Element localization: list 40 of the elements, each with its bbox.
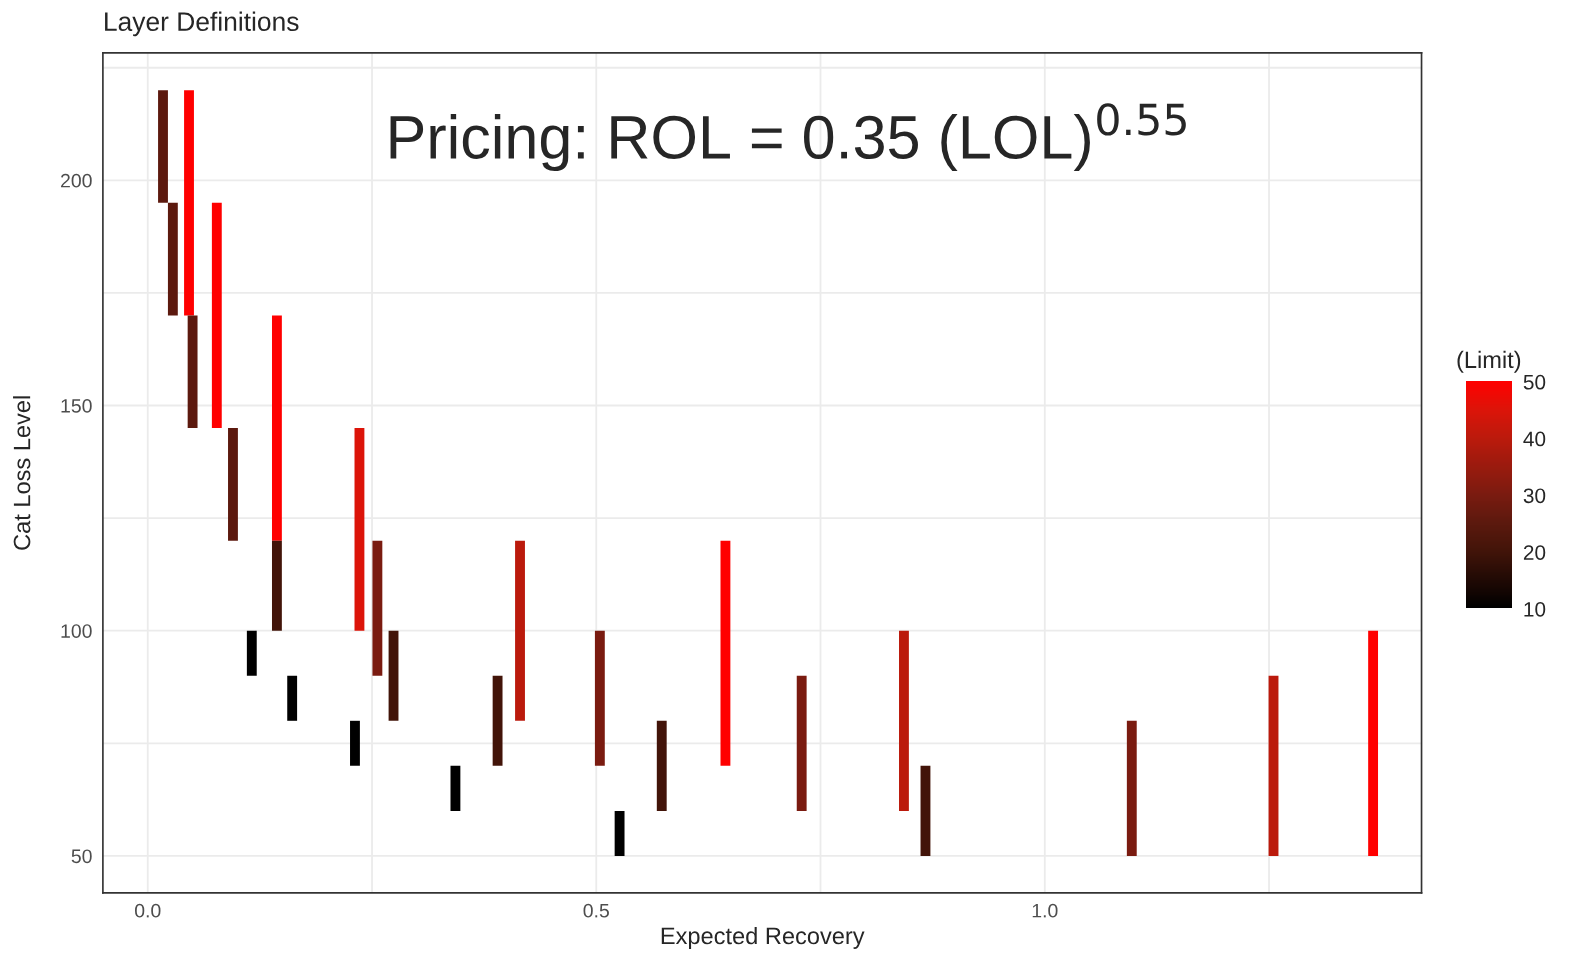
- bar: [211, 202, 222, 429]
- bar: [899, 630, 909, 811]
- bar: [184, 90, 194, 316]
- bar: [271, 315, 282, 541]
- bar: [614, 810, 625, 856]
- y-tick-label: 200: [61, 173, 92, 188]
- bar: [1268, 675, 1279, 856]
- y-tick-label: 50: [71, 849, 92, 864]
- color-bar-label: 40: [1523, 431, 1546, 447]
- bar: [187, 315, 198, 429]
- y-tick-label: 100: [61, 624, 92, 638]
- bar: [271, 540, 282, 631]
- bar: [594, 630, 605, 766]
- y-tick-label: 150: [61, 398, 92, 413]
- bar: [1368, 630, 1379, 856]
- bar: [167, 202, 178, 316]
- color-bar-label: 20: [1523, 545, 1546, 560]
- annotation: Pricing: ROL = 0.35 (LOL)$^{0.55}$: [390, 103, 1186, 172]
- bar: [515, 540, 525, 721]
- bar: [354, 428, 365, 631]
- color-bar-label: 10: [1524, 601, 1546, 617]
- bar: [372, 540, 383, 676]
- bar: [287, 675, 298, 721]
- x-axis-title: Expected Recovery: [661, 926, 865, 949]
- color-bar-label: 30: [1523, 488, 1546, 504]
- bar: [450, 765, 461, 811]
- bar: [158, 90, 168, 203]
- bar: [246, 630, 257, 676]
- bar: [350, 720, 360, 766]
- bar: [796, 675, 807, 811]
- chart-title: Layer Definitions: [105, 11, 299, 37]
- x-tick-label: 0.0: [134, 903, 161, 918]
- bar: [720, 540, 731, 766]
- color-bar-label: 50: [1523, 374, 1546, 390]
- x-tick-label: 1.0: [1032, 903, 1058, 918]
- x-tick-label: 0.5: [583, 903, 609, 918]
- y-axis-title: Cat Loss Level: [13, 396, 31, 550]
- bar: [1126, 720, 1137, 856]
- color-bar-title: (Limit): [1457, 350, 1521, 373]
- bar: [228, 428, 238, 541]
